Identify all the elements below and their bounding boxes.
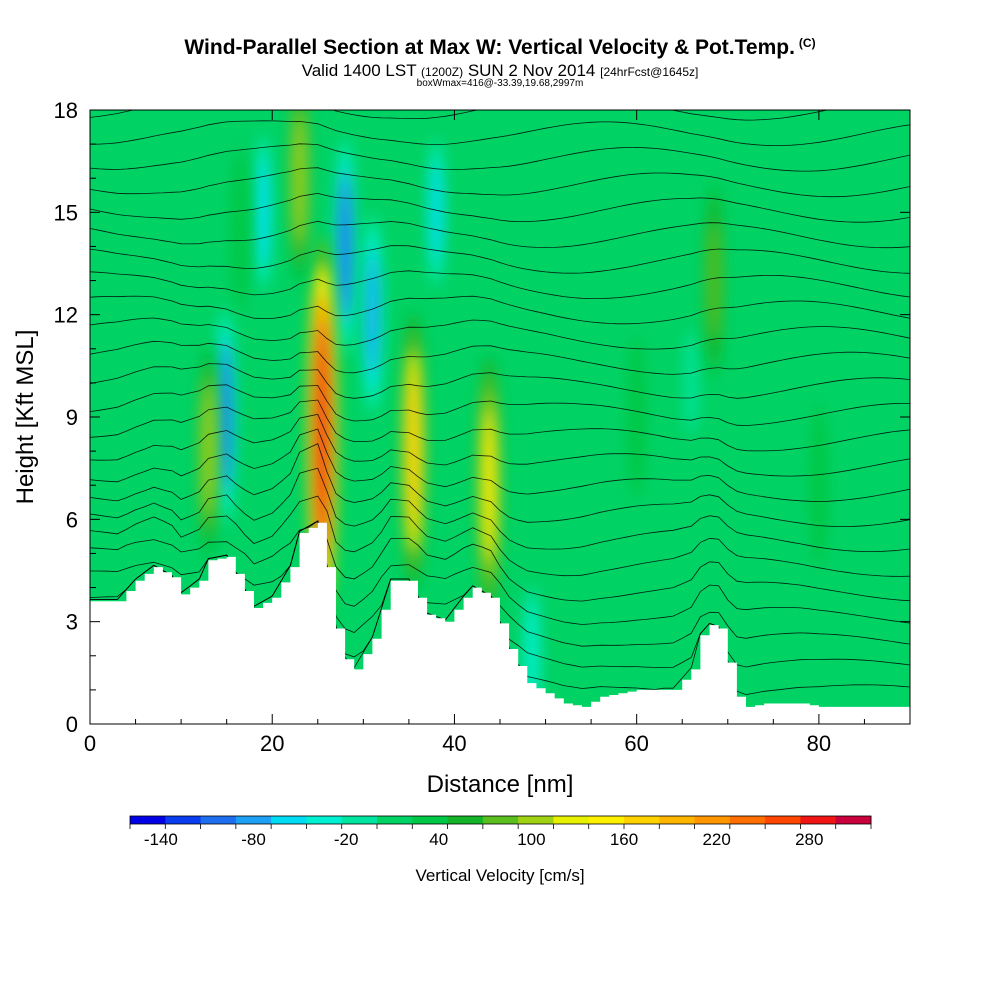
isentrope-20 <box>90 167 910 198</box>
updraft-cell-11 <box>288 110 311 289</box>
updraft-cell-8 <box>400 311 427 591</box>
colorbar-tick-label-6: 220 <box>702 830 730 849</box>
valid-utc: (1200Z) <box>421 65 464 79</box>
isentrope-17 <box>90 245 910 274</box>
isentrope-10 <box>90 399 910 452</box>
colorbar-swatch-15 <box>659 816 696 824</box>
x-tick-label-3: 60 <box>624 731 648 756</box>
colorbar-swatch-1 <box>165 816 202 824</box>
y-tick-label-5: 15 <box>54 200 78 225</box>
isentrope-3 <box>90 520 910 625</box>
vertical-velocity-field <box>197 110 829 724</box>
colorbar-tick-label-5: 160 <box>610 830 638 849</box>
y-tick-label-4: 12 <box>54 303 78 328</box>
isentrope-21 <box>90 143 910 172</box>
x-axis-label: Distance [nm] <box>427 771 574 798</box>
downdraft-cell-2 <box>361 213 384 416</box>
colorbar-swatch-6 <box>341 816 378 824</box>
colorbar-swatch-5 <box>306 816 343 824</box>
colorbar-swatch-19 <box>800 816 837 824</box>
colorbar-swatch-12 <box>553 816 590 824</box>
colorbar-swatch-2 <box>200 816 237 824</box>
valid-date: SUN 2 Nov 2014 <box>467 61 596 80</box>
terrain-mask <box>90 522 910 724</box>
isentrope-8 <box>90 428 910 502</box>
terrain-area <box>90 522 910 724</box>
potential-temperature-contours <box>90 110 910 696</box>
colorbar-swatch-17 <box>729 816 766 824</box>
isentrope-15 <box>90 295 910 325</box>
isentrope-13 <box>90 340 910 375</box>
downdraft-cell-1 <box>333 135 357 358</box>
colorbar-tick-label-7: 280 <box>795 830 823 849</box>
colorbar-tick-label-3: 40 <box>429 830 448 849</box>
isentrope-6 <box>90 467 910 552</box>
updraft-cell-14 <box>627 334 647 500</box>
colorbar-tick-label-2: -20 <box>334 830 359 849</box>
colorbar-swatch-7 <box>377 816 413 824</box>
colorbar-swatch-20 <box>835 816 872 824</box>
colorbar-swatch-0 <box>130 816 166 824</box>
isentrope-5 <box>90 495 910 577</box>
isentrope-16 <box>90 270 910 300</box>
valid-time-line: Valid 1400 LST (1200Z) SUN 2 Nov 2014 [2… <box>0 61 1000 81</box>
isentrope-19 <box>90 192 910 223</box>
colorbar-swatch-3 <box>235 816 272 824</box>
chart-title: Wind-Parallel Section at Max W: Vertical… <box>0 36 1000 60</box>
y-axis-label: Height [Kft MSL] <box>12 330 39 505</box>
isentrope-9 <box>90 413 910 477</box>
isentrope-4 <box>90 520 910 602</box>
colorbar-swatch-11 <box>518 816 554 824</box>
colorbar-label: Vertical Velocity [cm/s] <box>415 866 584 885</box>
y-tick-label-6: 18 <box>54 98 78 123</box>
copyright-mark: (C) <box>798 36 816 50</box>
y-tick-label-1: 3 <box>66 610 78 635</box>
colorbar-swatch-9 <box>447 816 484 824</box>
updraft-cell-12 <box>703 179 725 382</box>
axes: 0 20 40 60 80 0 3 6 9 12 15 18 <box>54 98 910 756</box>
isentrope-18 <box>90 220 910 249</box>
updraft-cell-13 <box>230 147 250 312</box>
isentrope-7 <box>90 443 910 528</box>
colorbar-swatch-13 <box>588 816 625 824</box>
isentrope-22 <box>90 120 910 147</box>
isentrope-12 <box>90 363 910 399</box>
forecast-info: [24hrFcst@1645z] <box>600 65 699 79</box>
x-tick-label-2: 40 <box>442 731 466 756</box>
colorbar: -140 -80 -20 40 100 160 220 280 <box>129 815 872 849</box>
colorbar-swatch-8 <box>412 816 449 824</box>
colorbar-swatch-4 <box>271 816 307 824</box>
isentrope-11 <box>90 384 910 427</box>
colorbar-swatch-10 <box>482 816 519 824</box>
y-tick-label-3: 9 <box>66 405 78 430</box>
colorbar-swatch-16 <box>694 816 731 824</box>
x-tick-label-0: 0 <box>84 731 96 756</box>
isentrope-23 <box>90 110 829 121</box>
y-tick-label-2: 6 <box>66 507 78 532</box>
downdraft-cell-3 <box>253 120 274 304</box>
colorbar-swatch-18 <box>765 816 801 824</box>
colorbar-tick-label-1: -80 <box>241 830 266 849</box>
colorbar-frame <box>129 815 872 825</box>
colorbar-swatch-14 <box>624 816 660 824</box>
x-tick-label-1: 20 <box>260 731 284 756</box>
updraft-cell-10 <box>197 340 220 562</box>
colorbar-tick-label-0: -140 <box>144 830 178 849</box>
valid-prefix: Valid 1400 LST <box>301 61 417 80</box>
box-info: boxWmax=416@-33.39,19.68,2997m <box>416 78 584 89</box>
colorbar-tick-label-4: 100 <box>517 830 545 849</box>
updraft-cell-15 <box>809 403 829 568</box>
downdraft-cell-6 <box>682 310 701 456</box>
isentrope-14 <box>90 317 910 350</box>
x-tick-label-4: 80 <box>807 731 831 756</box>
y-tick-label-0: 0 <box>66 712 78 737</box>
chart-title-text: Wind-Parallel Section at Max W: Vertical… <box>184 36 795 59</box>
